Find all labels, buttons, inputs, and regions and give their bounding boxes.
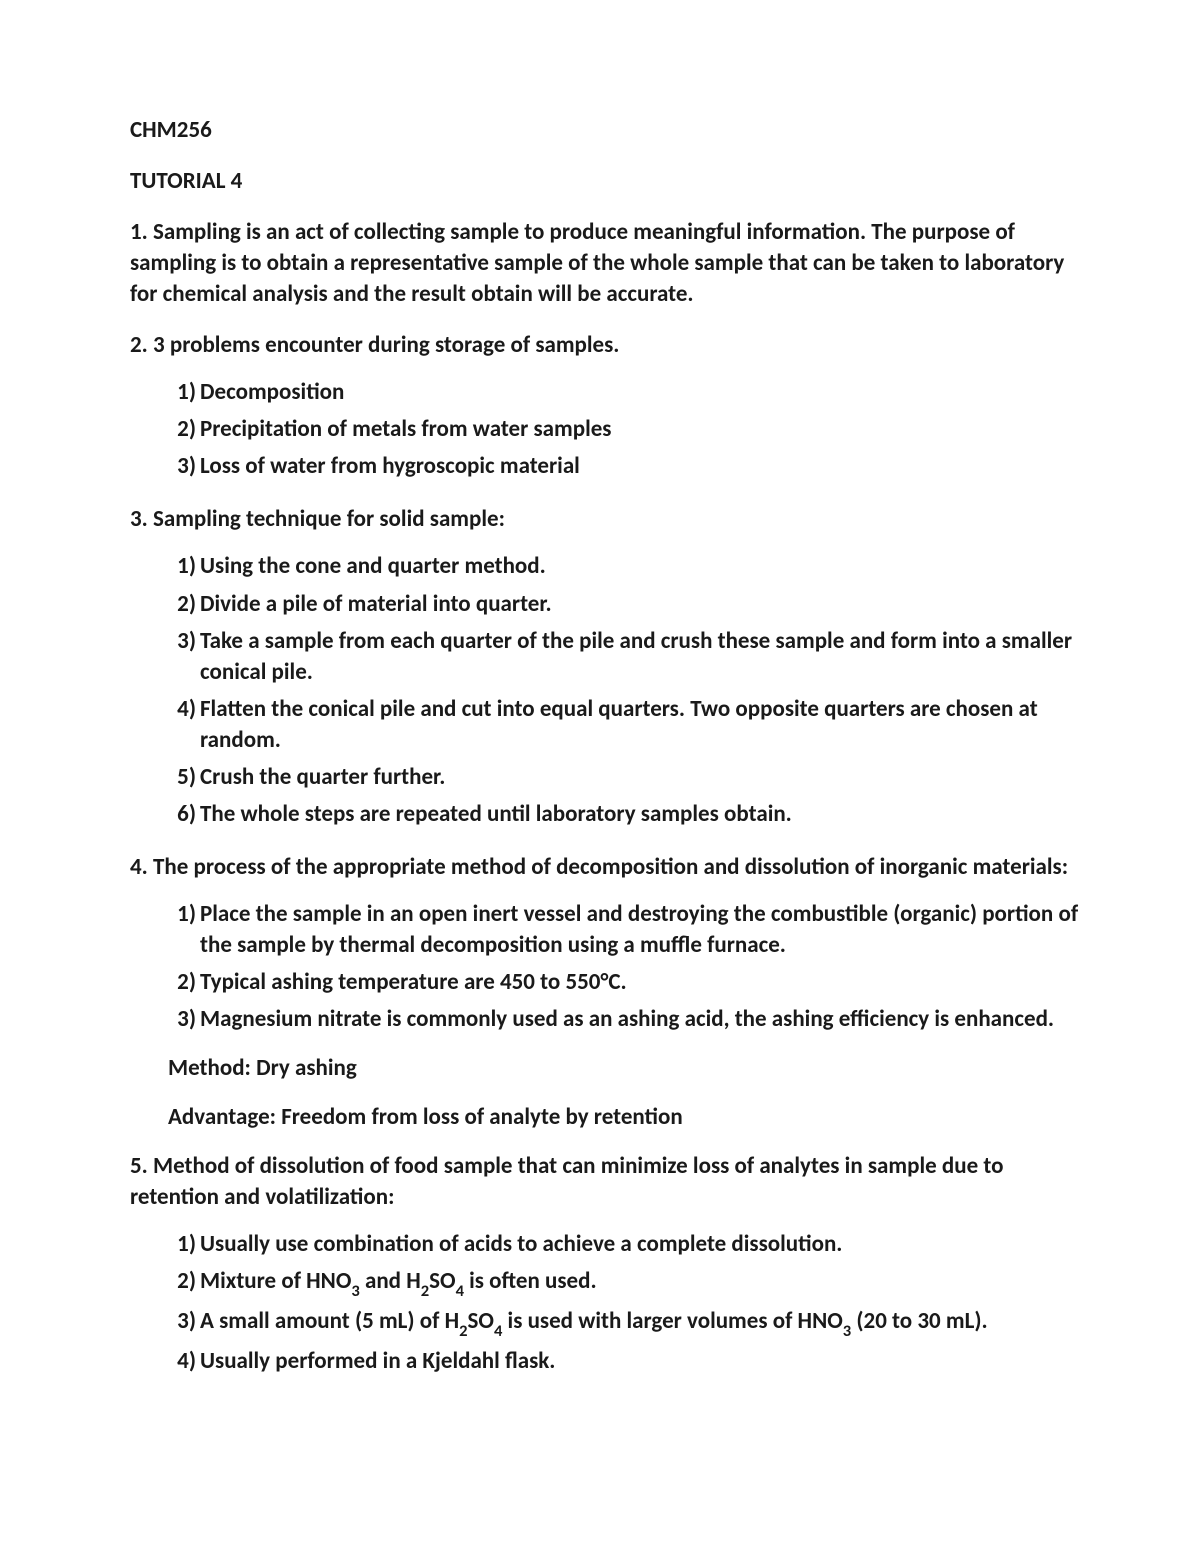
question-1: 1. Sampling is an act of collecting samp…	[130, 217, 1080, 310]
list-item-text: Crush the quarter further.	[200, 763, 445, 791]
question-2-intro: 2. 3 problems encounter during storage o…	[130, 330, 1080, 361]
list-marker: 3)	[162, 626, 196, 657]
list-marker: 2)	[162, 414, 196, 445]
list-item-text: Magnesium nitrate is commonly used as an…	[200, 1005, 1054, 1033]
list-item: 2)Typical ashing temperature are 450 to …	[200, 967, 1080, 998]
list-item: 3)Loss of water from hygroscopic materia…	[200, 451, 1080, 482]
list-item: 4)Usually performed in a Kjeldahl flask.	[200, 1346, 1080, 1377]
list-item: 2)Divide a pile of material into quarter…	[200, 589, 1080, 620]
list-item: 5)Crush the quarter further.	[200, 762, 1080, 793]
course-code: CHM256	[130, 115, 1080, 146]
list-item: 3)Take a sample from each quarter of the…	[200, 626, 1080, 688]
question-4-list: 1)Place the sample in an open inert vess…	[130, 899, 1080, 1035]
list-item-text: Using the cone and quarter method.	[200, 552, 546, 580]
list-item-text: Take a sample from each quarter of the p…	[200, 627, 1072, 686]
list-marker: 1)	[162, 551, 196, 582]
question-2-list: 1)Decomposition 2)Precipitation of metal…	[130, 377, 1080, 482]
list-marker: 4)	[162, 1346, 196, 1377]
question-3-list: 1)Using the cone and quarter method. 2)D…	[130, 551, 1080, 829]
list-item: 3)Magnesium nitrate is commonly used as …	[200, 1004, 1080, 1035]
list-marker: 6)	[162, 799, 196, 830]
list-item-text: Mixture of HNO3 and H2SO4 is often used.	[200, 1267, 597, 1295]
question-3-intro: 3. Sampling technique for solid sample:	[130, 504, 1080, 535]
list-item-text: Loss of water from hygroscopic material	[200, 452, 580, 480]
list-item: 4)Flatten the conical pile and cut into …	[200, 694, 1080, 756]
question-4-intro: 4. The process of the appropriate method…	[130, 852, 1080, 883]
list-item: 6)The whole steps are repeated until lab…	[200, 799, 1080, 830]
list-marker: 5)	[162, 762, 196, 793]
list-item-text: Place the sample in an open inert vessel…	[200, 900, 1078, 959]
list-item: 1)Decomposition	[200, 377, 1080, 408]
list-item-text: Usually performed in a Kjeldahl flask.	[200, 1347, 555, 1375]
list-marker: 3)	[162, 1004, 196, 1035]
question-4-advantage: Advantage: Freedom from loss of analyte …	[130, 1102, 1080, 1133]
list-item: 3)A small amount (5 mL) of H2SO4 is used…	[200, 1306, 1080, 1340]
list-item-text: Typical ashing temperature are 450 to 55…	[200, 968, 627, 996]
list-marker: 3)	[162, 451, 196, 482]
list-item: 2)Precipitation of metals from water sam…	[200, 414, 1080, 445]
list-marker: 2)	[162, 589, 196, 620]
list-marker: 3)	[162, 1306, 196, 1337]
list-marker: 2)	[162, 1266, 196, 1297]
doc-title: TUTORIAL 4	[130, 166, 1080, 197]
list-item-text: A small amount (5 mL) of H2SO4 is used w…	[200, 1307, 988, 1335]
list-item: 1)Place the sample in an open inert vess…	[200, 899, 1080, 961]
list-item-text: The whole steps are repeated until labor…	[200, 800, 792, 828]
list-item-text: Usually use combination of acids to achi…	[200, 1230, 842, 1258]
list-item: 2)Mixture of HNO3 and H2SO4 is often use…	[200, 1266, 1080, 1300]
list-item: 1)Using the cone and quarter method.	[200, 551, 1080, 582]
question-4-method: Method: Dry ashing	[130, 1053, 1080, 1084]
list-item-text: Flatten the conical pile and cut into eq…	[200, 695, 1038, 754]
question-5-intro: 5. Method of dissolution of food sample …	[130, 1151, 1080, 1213]
list-item-text: Decomposition	[200, 378, 344, 406]
list-marker: 1)	[162, 899, 196, 930]
list-marker: 1)	[162, 1229, 196, 1260]
list-marker: 1)	[162, 377, 196, 408]
list-marker: 2)	[162, 967, 196, 998]
list-item: 1)Usually use combination of acids to ac…	[200, 1229, 1080, 1260]
list-item-text: Precipitation of metals from water sampl…	[200, 415, 611, 443]
question-5-list: 1)Usually use combination of acids to ac…	[130, 1229, 1080, 1377]
list-marker: 4)	[162, 694, 196, 725]
list-item-text: Divide a pile of material into quarter.	[200, 590, 552, 618]
